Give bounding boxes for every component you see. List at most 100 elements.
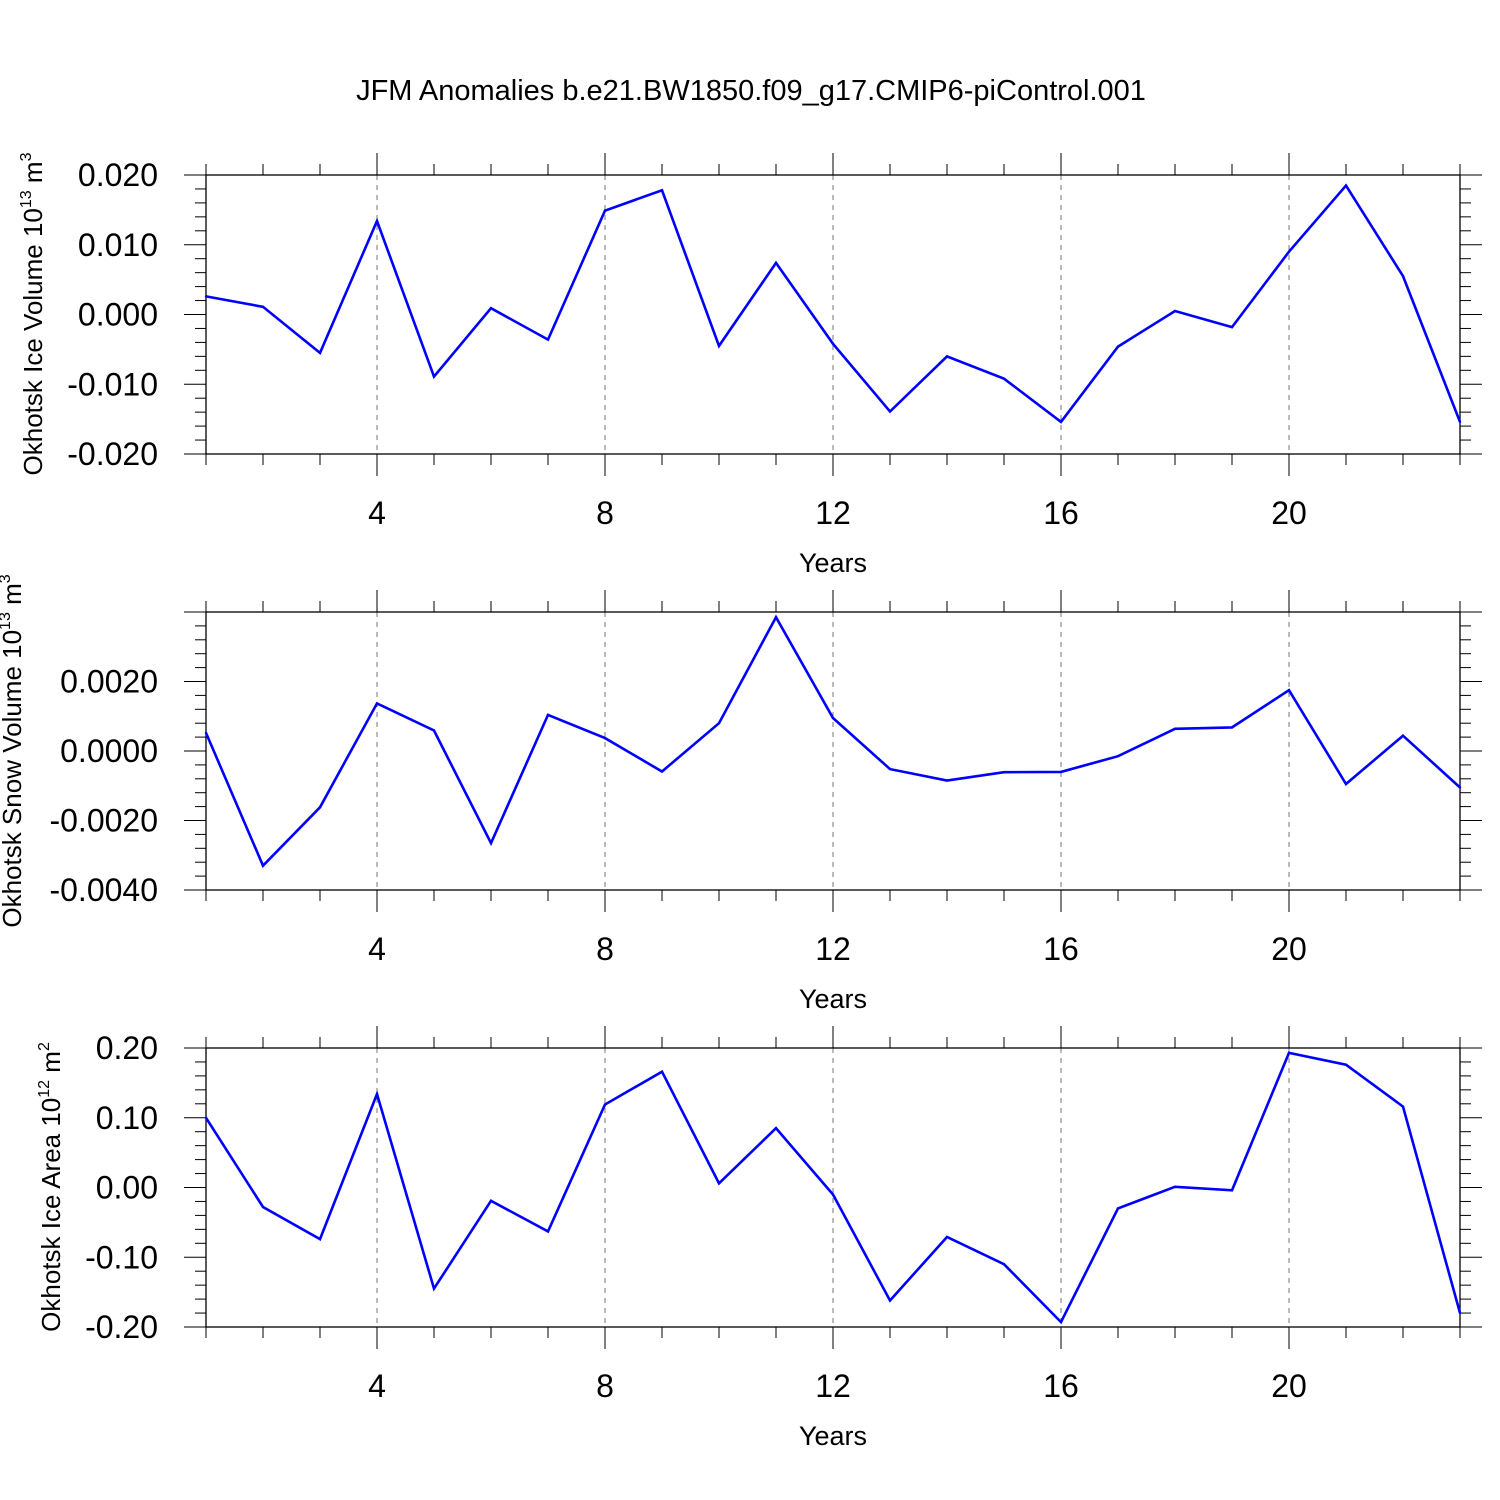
ice-area-x-tick-label: 20 [1271, 1368, 1307, 1404]
ice-area-y-tick-label: 0.00 [96, 1170, 158, 1206]
ice-area-x-tick-labels: 4 8 12 16 20 [368, 1368, 1307, 1404]
snow-volume-data-point [432, 729, 436, 732]
ice-area-data-point [489, 1199, 493, 1202]
ice-volume-data-point [831, 342, 835, 345]
ice-volume-data-point [432, 375, 436, 378]
snow-volume-x-tick-label: 12 [815, 931, 851, 967]
ice-volume-data-point [1287, 250, 1291, 253]
ice-area-y-tick-label: -0.10 [85, 1239, 158, 1275]
ice-area-data-point [717, 1182, 721, 1185]
ice-volume-data-point [375, 219, 379, 223]
snow-volume-data-point [1287, 688, 1291, 692]
ice-area-data-point [1401, 1105, 1405, 1108]
snow-volume-x-tick-label: 8 [596, 931, 614, 967]
ice-volume-data-point [774, 261, 778, 265]
snow-volume-x-tick-label: 20 [1271, 931, 1307, 967]
snow-volume-y-tick-label: -0.0040 [49, 872, 158, 908]
snow-volume-data-point [1344, 782, 1348, 786]
ice-volume-y-tick-label: 0.000 [78, 297, 158, 333]
ice-area-data-point [1344, 1063, 1348, 1066]
snow-volume-y-tick-label: -0.0020 [49, 803, 158, 839]
snow-volume-data-point [1401, 734, 1405, 737]
ice-area-data-point [1116, 1207, 1120, 1210]
ice-area-data-point [261, 1205, 265, 1209]
ice-area-data-point [1002, 1263, 1006, 1266]
ice-volume-data-point [1059, 420, 1063, 424]
ice-area-data-point [1230, 1189, 1234, 1192]
ice-area-data-point [318, 1237, 322, 1241]
snow-volume-data-point [1173, 727, 1177, 730]
ice-volume-data-point [489, 307, 493, 310]
ice-area-y-tick-label: -0.20 [85, 1309, 158, 1345]
ice-volume-x-tick-label: 20 [1271, 495, 1307, 531]
ice-area-y-tick-labels: -0.20 -0.10 0.00 0.10 0.20 [85, 1030, 158, 1345]
ice-area-ticks [184, 1026, 1482, 1349]
ice-area-x-tick-label: 12 [815, 1368, 851, 1404]
ice-volume-data-point [660, 189, 664, 192]
ice-volume-x-tick-label: 16 [1043, 495, 1079, 531]
ice-volume-data-point [1344, 184, 1348, 187]
ice-area-data-point [204, 1116, 208, 1119]
snow-volume-data-point [603, 736, 607, 740]
snow-volume-data-point [1116, 755, 1120, 758]
snow-volume-x-axis-label: Years [799, 984, 867, 1014]
ice-volume-x-tick-label: 8 [596, 495, 614, 531]
ice-volume-x-axis-label: Years [799, 548, 867, 578]
snow-volume-data-point [204, 731, 208, 735]
snow-volume-y-tick-labels: -0.0040 -0.0020 0.0000 0.0020 [49, 664, 158, 909]
ice-volume-data-point [318, 351, 322, 355]
ice-volume-data-point [1401, 274, 1405, 278]
snow-volume-data-point [318, 806, 322, 809]
ice-area-y-axis-label: Okhotsk Ice Area 1012 m2 [36, 1042, 66, 1332]
ice-volume-data-point [1458, 420, 1462, 424]
snow-volume-y-tick-label: 0.0000 [60, 733, 158, 769]
snow-volume-x-tick-label: 16 [1043, 931, 1079, 967]
ice-area-x-tick-label: 4 [368, 1368, 386, 1404]
ice-volume-panel: -0.020 -0.010 0.000 0.010 0.020 4 8 12 16 20 Yea… [18, 152, 1482, 578]
ice-volume-x-tick-labels: 4 8 12 16 20 [368, 495, 1307, 531]
ice-volume-data-point [1230, 325, 1234, 329]
ice-volume-y-tick-label: 0.020 [78, 157, 158, 193]
ice-volume-x-tick-label: 12 [815, 495, 851, 531]
ice-volume-y-axis-label: Okhotsk Ice Volume 1013 m3 [18, 152, 48, 475]
snow-volume-y-tick-label: 0.0020 [60, 664, 158, 700]
ice-area-x-tick-label: 16 [1043, 1368, 1079, 1404]
ice-volume-series [204, 183, 1462, 424]
snow-volume-plot-frame [205, 611, 1461, 891]
ice-area-data-point [375, 1092, 379, 1096]
snow-volume-data-point [945, 779, 949, 782]
ice-area-x-tick-label: 8 [596, 1368, 614, 1404]
ice-area-data-point [603, 1103, 607, 1106]
ice-area-plot-frame [205, 1047, 1461, 1328]
snow-volume-data-point [489, 841, 493, 845]
ice-volume-data-point [945, 355, 949, 358]
ice-volume-data-point [1173, 309, 1177, 313]
ice-area-data-point [1458, 1311, 1462, 1315]
snow-volume-y-axis-label: Okhotsk Snow Volume 1013 m3 [0, 574, 27, 927]
ice-volume-data-point [204, 295, 208, 298]
ice-area-panel: -0.20 -0.10 0.00 0.10 0.20 4 8 12 16 20 Years Ok… [36, 1026, 1482, 1451]
ice-volume-data-point [1002, 377, 1006, 380]
snow-volume-panel: -0.0040 -0.0020 0.0000 0.0020 4 8 12 16 20 Year… [0, 574, 1482, 1014]
snow-volume-data-point [888, 767, 892, 771]
ice-area-data-point [888, 1299, 892, 1302]
ice-area-data-point [432, 1287, 436, 1290]
snow-volume-x-tick-labels: 4 8 12 16 20 [368, 931, 1307, 967]
ice-volume-data-point [1116, 345, 1120, 348]
ice-volume-plot-frame [205, 174, 1461, 455]
snow-volume-data-point [375, 702, 379, 705]
ice-volume-x-tick-label: 4 [368, 495, 386, 531]
ice-area-y-tick-label: 0.10 [96, 1100, 158, 1136]
ice-area-series [204, 1051, 1462, 1325]
snow-volume-data-point [831, 716, 835, 720]
ice-area-data-point [660, 1070, 664, 1073]
ice-volume-data-point [717, 344, 721, 348]
ice-area-grid [376, 1048, 1290, 1327]
snow-volume-data-point [774, 616, 778, 619]
ice-volume-y-tick-label: -0.020 [67, 436, 158, 472]
snow-volume-data-point [717, 722, 721, 725]
snow-volume-data-point [1458, 786, 1462, 789]
snow-volume-ticks [184, 590, 1482, 912]
ice-area-y-tick-label: 0.20 [96, 1030, 158, 1066]
ice-volume-ticks [184, 153, 1482, 476]
